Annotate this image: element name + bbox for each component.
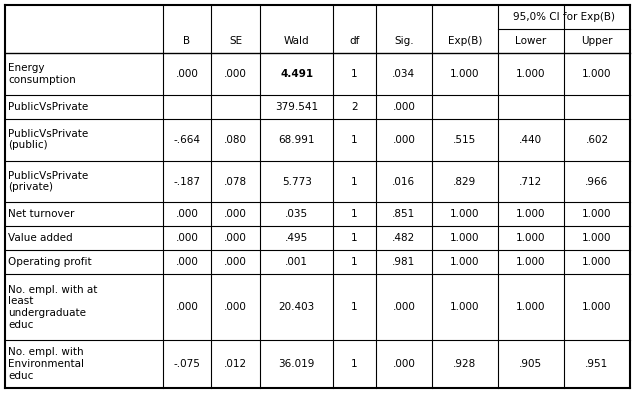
- Text: .928: .928: [453, 359, 476, 369]
- Text: .712: .712: [519, 176, 542, 187]
- Text: .829: .829: [453, 176, 476, 187]
- Text: 1: 1: [351, 302, 358, 312]
- Text: 95,0% CI for Exp(B): 95,0% CI for Exp(B): [513, 12, 615, 22]
- Text: Wald: Wald: [284, 36, 309, 46]
- Text: .000: .000: [175, 302, 198, 312]
- Text: SE: SE: [229, 36, 243, 46]
- Text: .851: .851: [392, 209, 415, 219]
- Text: 1.000: 1.000: [516, 233, 545, 243]
- Text: PublicVsPrivate: PublicVsPrivate: [8, 102, 88, 112]
- Text: Sig.: Sig.: [394, 36, 413, 46]
- Text: No. empl. with at
least
undergraduate
educ: No. empl. with at least undergraduate ed…: [8, 285, 97, 330]
- Text: .000: .000: [224, 69, 247, 79]
- Text: .905: .905: [519, 359, 542, 369]
- Text: .000: .000: [175, 209, 198, 219]
- Text: 1: 1: [351, 176, 358, 187]
- Text: .602: .602: [585, 135, 608, 145]
- Text: 1: 1: [351, 209, 358, 219]
- Text: 1: 1: [351, 233, 358, 243]
- Text: Value added: Value added: [8, 233, 72, 243]
- Text: 2: 2: [351, 102, 358, 112]
- Text: 1.000: 1.000: [516, 69, 545, 79]
- Text: .001: .001: [285, 257, 308, 267]
- Text: .951: .951: [585, 359, 608, 369]
- Text: -.187: -.187: [173, 176, 201, 187]
- Text: Energy
consumption: Energy consumption: [8, 63, 76, 84]
- Text: .035: .035: [285, 209, 308, 219]
- Text: .000: .000: [175, 257, 198, 267]
- Text: .495: .495: [285, 233, 308, 243]
- Text: No. empl. with
Environmental
educ: No. empl. with Environmental educ: [8, 347, 84, 381]
- Text: 1.000: 1.000: [516, 209, 545, 219]
- Text: .440: .440: [519, 135, 542, 145]
- Text: 1.000: 1.000: [516, 302, 545, 312]
- Text: Net turnover: Net turnover: [8, 209, 74, 219]
- Text: df: df: [349, 36, 360, 46]
- Text: PublicVsPrivate
(private): PublicVsPrivate (private): [8, 171, 88, 192]
- Text: PublicVsPrivate
(public): PublicVsPrivate (public): [8, 129, 88, 151]
- Text: .034: .034: [392, 69, 415, 79]
- Text: 1.000: 1.000: [450, 209, 479, 219]
- Text: .000: .000: [175, 69, 198, 79]
- Text: 1: 1: [351, 257, 358, 267]
- Text: 1.000: 1.000: [582, 209, 612, 219]
- Text: 379.541: 379.541: [275, 102, 318, 112]
- Text: 68.991: 68.991: [278, 135, 315, 145]
- Text: Exp(B): Exp(B): [448, 36, 482, 46]
- Text: 1.000: 1.000: [516, 257, 545, 267]
- Text: .016: .016: [392, 176, 415, 187]
- Text: .080: .080: [224, 135, 247, 145]
- Text: 1.000: 1.000: [582, 233, 612, 243]
- Text: 36.019: 36.019: [279, 359, 315, 369]
- Text: 1.000: 1.000: [582, 69, 612, 79]
- Text: .000: .000: [224, 233, 247, 243]
- Text: 1: 1: [351, 135, 358, 145]
- Text: 1.000: 1.000: [450, 257, 479, 267]
- Text: .966: .966: [585, 176, 608, 187]
- Text: .515: .515: [453, 135, 476, 145]
- Text: -.075: -.075: [173, 359, 201, 369]
- Text: .000: .000: [392, 135, 415, 145]
- Text: B: B: [184, 36, 190, 46]
- Text: .981: .981: [392, 257, 415, 267]
- Text: 1: 1: [351, 69, 358, 79]
- Text: -.664: -.664: [173, 135, 201, 145]
- Text: .482: .482: [392, 233, 415, 243]
- Text: 1.000: 1.000: [450, 302, 479, 312]
- Text: .000: .000: [392, 102, 415, 112]
- Text: Upper: Upper: [581, 36, 613, 46]
- Text: 1.000: 1.000: [582, 302, 612, 312]
- Text: .000: .000: [224, 302, 247, 312]
- Text: .000: .000: [392, 302, 415, 312]
- Text: 1.000: 1.000: [450, 69, 479, 79]
- Text: .000: .000: [175, 233, 198, 243]
- Text: Lower: Lower: [515, 36, 547, 46]
- Text: .000: .000: [224, 257, 247, 267]
- Text: 1: 1: [351, 359, 358, 369]
- Text: 20.403: 20.403: [279, 302, 315, 312]
- Text: .000: .000: [224, 209, 247, 219]
- Text: 1.000: 1.000: [450, 233, 479, 243]
- Text: .078: .078: [224, 176, 247, 187]
- Text: 4.491: 4.491: [280, 69, 313, 79]
- Text: 1.000: 1.000: [582, 257, 612, 267]
- Text: .000: .000: [392, 359, 415, 369]
- Text: Operating profit: Operating profit: [8, 257, 91, 267]
- Text: .012: .012: [224, 359, 247, 369]
- Text: 5.773: 5.773: [282, 176, 312, 187]
